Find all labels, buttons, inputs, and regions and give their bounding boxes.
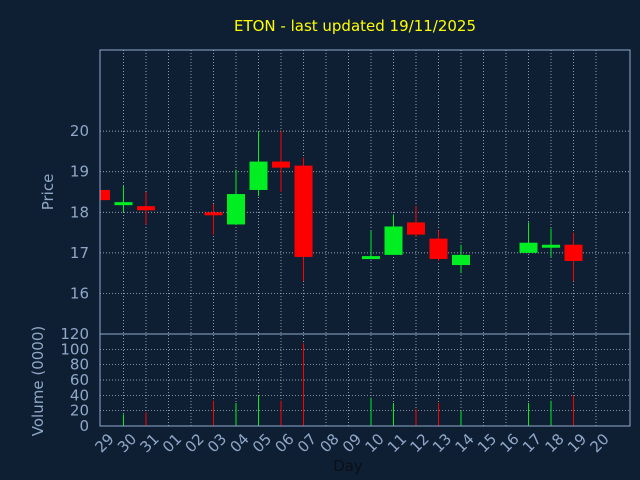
chart-title: ETON - last updated 19/11/2025 <box>234 17 476 35</box>
candle-body <box>137 206 155 211</box>
volume-axis-label: Volume (0000) <box>29 326 47 436</box>
volume-tick-label: 100 <box>60 340 89 358</box>
price-tick-label: 18 <box>70 203 89 221</box>
x-axis-label: Day <box>333 457 363 475</box>
volume-tick-label: 40 <box>70 386 89 404</box>
candle-body <box>407 222 425 235</box>
candle-body <box>362 256 380 260</box>
volume-tick-label: 120 <box>60 325 89 343</box>
candle-body <box>384 226 403 255</box>
candle-body <box>542 244 560 248</box>
candle-body <box>272 161 290 168</box>
candle-body <box>452 254 470 266</box>
x-tick-label: 20 <box>587 430 613 456</box>
candle-body <box>294 165 313 257</box>
candle-body <box>519 242 538 253</box>
candle-body <box>101 189 110 201</box>
price-tick-label: 17 <box>70 244 89 262</box>
candle-body <box>204 212 223 216</box>
candle-body <box>114 202 133 206</box>
marks-layer <box>100 131 583 426</box>
candle-body <box>564 244 583 261</box>
volume-tick-label: 80 <box>70 356 89 374</box>
price-panel-frame <box>99 49 631 335</box>
price-tick-label: 20 <box>70 122 89 140</box>
volume-tick-label: 60 <box>70 371 89 389</box>
price-tick-label: 16 <box>70 284 89 302</box>
candle-body <box>227 194 245 225</box>
price-axis-label: Price <box>39 174 57 211</box>
candle-body <box>429 238 448 259</box>
candle-body <box>249 161 268 190</box>
price-tick-label: 19 <box>70 163 89 181</box>
volume-panel-frame <box>99 333 631 427</box>
grid-layer <box>100 50 630 427</box>
volume-tick-label: 0 <box>79 417 89 435</box>
volume-tick-label: 20 <box>70 402 89 420</box>
